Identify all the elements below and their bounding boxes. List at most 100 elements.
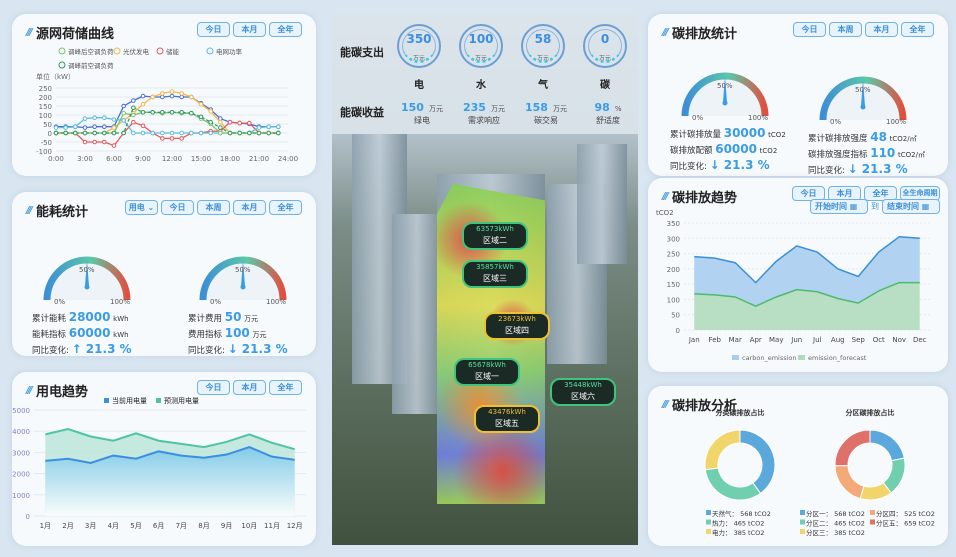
month-button[interactable]: 本月 bbox=[233, 200, 266, 215]
stat-unit: kWh bbox=[113, 315, 129, 323]
today-button[interactable]: 今日 bbox=[197, 22, 230, 37]
month-button[interactable]: 本月 bbox=[233, 380, 266, 395]
week-button[interactable]: 本周 bbox=[197, 200, 230, 215]
x-tick-label: 21:00 bbox=[249, 155, 269, 163]
gauge: 50% 0% 100% 累计碳排放强度 48 tCO2/㎡ 碳排放强度指标 11… bbox=[808, 62, 948, 176]
y-tick-label: -100 bbox=[36, 148, 52, 156]
series-area bbox=[694, 282, 920, 330]
gauge: 50% 0% 100% 累计费用 50 万元 费用指标 100 万元 同比变化:… bbox=[188, 242, 316, 356]
data-point bbox=[82, 130, 88, 136]
legend-label: 电网功率 bbox=[216, 47, 243, 56]
x-tick-label: 0:00 bbox=[48, 155, 64, 163]
end-date-input[interactable]: 结束时间 ▦ bbox=[882, 199, 940, 214]
gauge-label-100: 100% bbox=[886, 118, 906, 126]
x-tick-label: 1月 bbox=[40, 522, 51, 530]
year-button[interactable]: 全年 bbox=[269, 22, 302, 37]
data-point bbox=[198, 101, 204, 107]
x-tick-label: 3:00 bbox=[77, 155, 93, 163]
expense-unit: 万元 bbox=[412, 55, 425, 62]
y-tick-label: 100 bbox=[39, 112, 52, 120]
zone-tag[interactable]: 23673kWh 区域四 bbox=[484, 312, 550, 340]
gauge-label-0: 0% bbox=[692, 114, 703, 122]
data-point bbox=[82, 125, 88, 130]
week-button[interactable]: 本周 bbox=[829, 22, 862, 37]
type-dropdown[interactable]: 用电 ⌄ bbox=[125, 200, 158, 215]
data-point bbox=[102, 115, 107, 120]
month-button[interactable]: 本月 bbox=[233, 22, 266, 37]
y-tick-label: 200 bbox=[39, 94, 52, 102]
month-button[interactable]: 本月 bbox=[865, 22, 898, 37]
zone-tag[interactable]: 35448kWh 区域六 bbox=[550, 378, 616, 406]
stat-label: 能耗指标 bbox=[32, 330, 67, 340]
expense-unit: 万元 bbox=[474, 55, 487, 62]
data-point bbox=[111, 130, 117, 136]
expense-item: 100 万元水 bbox=[459, 24, 503, 91]
stat-value: 30000 bbox=[723, 126, 766, 140]
data-point bbox=[102, 130, 107, 136]
expense-name: 水 bbox=[476, 80, 486, 91]
today-button[interactable]: 今日 bbox=[161, 200, 194, 215]
gauge: 50% 0% 100% 累计能耗 28000 kWh 能耗指标 60000 kW… bbox=[32, 242, 172, 356]
zone-tag[interactable]: 63573kWh 区域二 bbox=[462, 222, 528, 250]
legend-label: 分区四： 525 tCO2 bbox=[876, 509, 935, 518]
legend-label: 分区三： 385 tCO2 bbox=[806, 528, 865, 537]
today-button[interactable]: 今日 bbox=[197, 380, 230, 395]
legend-marker bbox=[800, 519, 805, 525]
x-tick-label: May bbox=[769, 336, 783, 344]
zone-tag[interactable]: 35857kWh 区域三 bbox=[462, 260, 528, 288]
panel-title: ///碳排放趋势 bbox=[662, 187, 737, 206]
pie-title: 分类碳排放占比 bbox=[716, 408, 765, 417]
yoy-change: ↓ 21.3 % bbox=[847, 162, 908, 176]
year-button[interactable]: 全年 bbox=[269, 380, 302, 395]
panel-title: ///能耗统计 bbox=[26, 201, 88, 220]
zone-energy: 63573kWh bbox=[476, 225, 514, 233]
gauge-label-100: 100% bbox=[266, 298, 286, 306]
y-tick-label: 200 bbox=[667, 266, 680, 274]
y-axis-unit: 单位（kW） bbox=[36, 72, 75, 81]
energy-carbon-income-label: 能碳收益 bbox=[340, 106, 384, 119]
year-button[interactable]: 全年 bbox=[901, 22, 934, 37]
gauge-dial: 50% 0% 100% bbox=[681, 72, 769, 122]
expense-unit: 万元 bbox=[598, 55, 611, 62]
year-button[interactable]: 全年 bbox=[269, 200, 302, 215]
x-tick-label: 10月 bbox=[241, 522, 257, 530]
y-tick-label: 0 bbox=[676, 327, 680, 335]
series-line bbox=[56, 117, 279, 134]
stat-unit: kWh bbox=[113, 331, 129, 339]
data-point bbox=[218, 119, 223, 125]
data-point bbox=[179, 94, 184, 100]
pie-slice bbox=[834, 429, 871, 467]
energy-stats-panel: ///能耗统计 用电 ⌄ 今日 本周 本月 全年 50% 0% 100% 累计能耗 28… bbox=[12, 192, 316, 356]
expense-item: 0 万元碳 bbox=[583, 24, 627, 91]
expense-value: 100 bbox=[468, 32, 494, 46]
data-point bbox=[266, 124, 271, 129]
income-name: 需求响应 bbox=[468, 116, 500, 125]
data-point bbox=[169, 93, 175, 99]
data-point bbox=[140, 101, 146, 107]
today-button[interactable]: 今日 bbox=[793, 22, 826, 37]
legend-label: 分区一： 568 tCO2 bbox=[806, 509, 865, 518]
income-value: 98 bbox=[594, 101, 610, 114]
data-point bbox=[169, 130, 175, 136]
data-point bbox=[53, 130, 59, 136]
income-name: 绿电 bbox=[414, 116, 430, 125]
start-date-input[interactable]: 开始时间 ▦ bbox=[810, 199, 868, 214]
year-button[interactable]: 全年 bbox=[864, 186, 897, 201]
gauge-pivot bbox=[84, 284, 90, 290]
today-button[interactable]: 今日 bbox=[792, 186, 825, 201]
data-point bbox=[53, 125, 59, 130]
chevron-down-icon: ⌄ bbox=[147, 203, 155, 212]
stat-unit: 万元 bbox=[252, 331, 267, 339]
legend-marker bbox=[58, 47, 66, 55]
y-tick-label: -50 bbox=[41, 139, 52, 147]
zone-tag[interactable]: 65678kWh 区域一 bbox=[454, 358, 520, 386]
series-line bbox=[45, 428, 295, 451]
data-point bbox=[179, 136, 184, 141]
x-tick-label: 12:00 bbox=[162, 155, 182, 163]
stat-value: 110 bbox=[870, 146, 896, 160]
zone-tag[interactable]: 43476kWh 区域五 bbox=[474, 405, 540, 433]
data-point bbox=[189, 94, 194, 100]
stat-unit: tCO2/㎡ bbox=[897, 151, 925, 159]
zone-name: 区域六 bbox=[571, 392, 595, 401]
expense-value: 350 bbox=[406, 32, 432, 46]
